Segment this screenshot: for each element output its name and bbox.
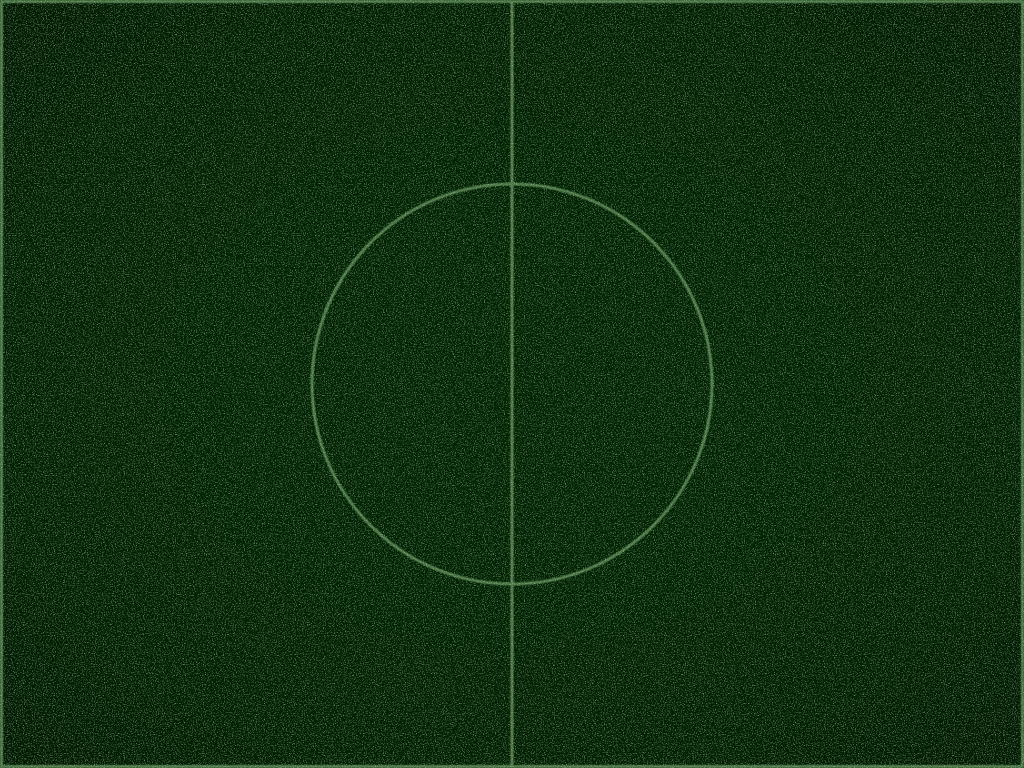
pitch-canvas [0, 0, 1024, 768]
soccer-pitch [0, 0, 1024, 768]
grass-texture [0, 0, 1024, 768]
